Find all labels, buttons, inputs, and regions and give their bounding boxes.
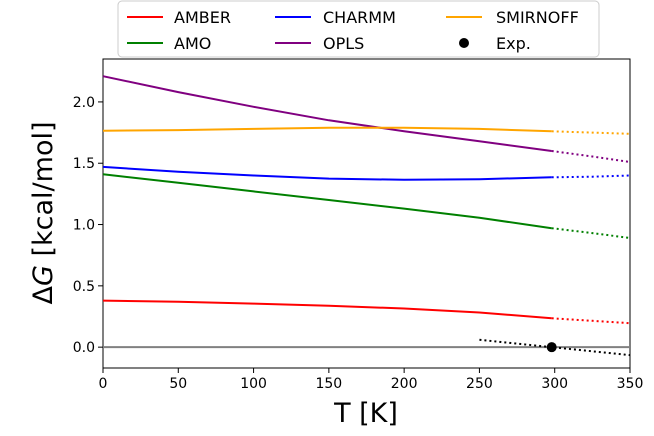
plot-frame <box>102 58 631 369</box>
x-tick-label: 100 <box>240 376 267 392</box>
series-line-opls <box>102 75 552 152</box>
legend-label-opls: OPLS <box>323 34 364 53</box>
legend-label-charmm: CHARMM <box>323 8 396 27</box>
x-ticks: 0 50 100 150 200 250 300 350 <box>99 368 644 392</box>
legend-label-amber: AMBER <box>174 8 231 27</box>
y-axis-label-suffix: [kcal/mol] <box>28 121 59 265</box>
legend-marker-exp <box>459 38 469 48</box>
series-extrapolation-amber <box>551 317 631 325</box>
series-extrapolation-opls <box>551 150 631 163</box>
y-ticks: 0.0 0.5 1.0 1.5 2.0 <box>73 95 103 356</box>
series-line-smirnoff <box>102 126 552 133</box>
series-layer <box>102 75 631 357</box>
legend-box <box>117 0 600 58</box>
series-line-amo <box>102 173 552 230</box>
y-tick-label: 2.0 <box>73 95 95 111</box>
series-extrapolation-smirnoff <box>551 130 631 135</box>
legend: AMBER AMO CHARMM OPLS SMIRNOFF Exp. <box>117 0 600 58</box>
y-axis-label-variable: G <box>28 265 59 286</box>
x-axis-label: T [K] <box>333 398 398 429</box>
x-tick-label: 0 <box>99 376 108 392</box>
x-tick-label: 350 <box>617 376 644 392</box>
y-axis-label: ΔG [kcal/mol] <box>28 121 59 304</box>
x-tick-label: 150 <box>315 376 342 392</box>
legend-label-smirnoff: SMIRNOFF <box>496 8 579 27</box>
y-tick-label: 1.0 <box>73 218 95 234</box>
x-tick-label: 50 <box>169 376 187 392</box>
y-axis-label-prefix: Δ <box>28 286 59 305</box>
x-tick-label: 300 <box>541 376 568 392</box>
y-tick-label: 0.5 <box>73 279 95 295</box>
x-tick-label: 200 <box>391 376 418 392</box>
legend-label-amo: AMO <box>174 34 211 53</box>
legend-label-exp: Exp. <box>496 34 531 53</box>
series-extrapolation-charmm <box>551 174 631 179</box>
y-tick-label: 1.5 <box>73 156 95 172</box>
y-tick-label: 0.0 <box>73 340 95 356</box>
x-tick-label: 250 <box>466 376 493 392</box>
series-line-charmm <box>102 165 552 181</box>
series-extrapolation-amo <box>551 227 631 239</box>
series-line-amber <box>102 299 552 320</box>
exp-point <box>546 342 557 353</box>
